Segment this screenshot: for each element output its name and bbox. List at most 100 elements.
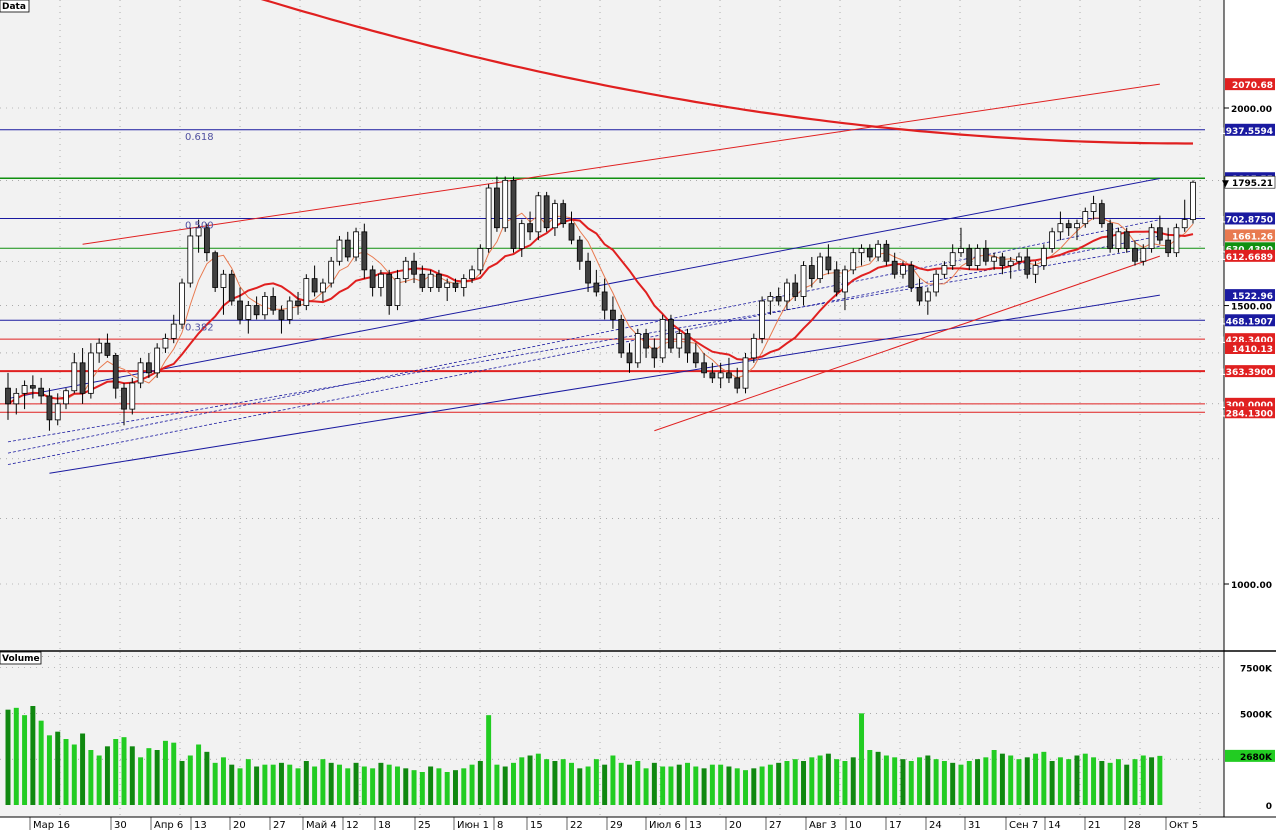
candle-body [1173, 227, 1180, 254]
time-tick-label: 13 [689, 820, 702, 830]
volume-bar [187, 755, 193, 805]
volume-bar [461, 768, 467, 805]
candle-body [419, 273, 426, 288]
volume-tick-label: 0 [1266, 802, 1272, 812]
volume-bar [883, 755, 889, 805]
candle-body [1115, 231, 1122, 249]
time-tick-label: 18 [378, 820, 391, 830]
candle-body [328, 260, 335, 284]
time-tick-label: 24 [929, 820, 942, 830]
volume-bar [552, 761, 558, 805]
volume-bar [1099, 761, 1105, 805]
volume-bar [527, 755, 533, 805]
candle-body [1065, 223, 1072, 229]
candle-body [1090, 203, 1097, 212]
volume-bar [544, 759, 550, 805]
volume-bar [303, 761, 309, 805]
volume-bar [1016, 759, 1022, 805]
ma-mid-line [7, 218, 1194, 405]
volume-bar [428, 766, 434, 805]
time-tick-label: 17 [889, 820, 902, 830]
candle-body [634, 333, 641, 364]
time-tick-label: Июн 1 [457, 820, 489, 830]
price-tick-label: 1000.00 [1231, 581, 1272, 591]
price-tag-box [1225, 249, 1275, 262]
price-tick-label: 2000.00 [1231, 105, 1272, 115]
volume-tick-label: 5000K [1240, 710, 1273, 720]
candle-body [750, 337, 757, 359]
candle-body [295, 300, 301, 306]
volume-bar [1041, 751, 1047, 805]
volume-bar [345, 768, 351, 805]
volume-bar [718, 764, 724, 805]
volume-bar [1115, 759, 1121, 805]
candle-body [924, 291, 931, 302]
horizontal-levels [0, 129, 1205, 413]
volume-bar [792, 759, 798, 805]
candle-body [734, 377, 741, 389]
candle-body [460, 278, 467, 288]
candle-body [1032, 265, 1039, 275]
candle-body [676, 333, 683, 349]
candle-body [402, 260, 409, 280]
candle-body [908, 265, 915, 288]
candle-body [369, 269, 376, 288]
volume-bar [734, 768, 740, 805]
volume-bar [618, 762, 624, 805]
time-tick-label: 25 [418, 820, 431, 830]
candle-body [1016, 256, 1022, 262]
volume-bar [1091, 757, 1097, 805]
time-tick-label: 13 [194, 820, 207, 830]
candle-body [800, 265, 807, 297]
volume-bar [452, 770, 458, 805]
volume-bar [627, 764, 632, 805]
volume-bar [220, 757, 226, 805]
candle-body [203, 227, 210, 254]
candle-body [1132, 248, 1138, 262]
candle-body [112, 354, 119, 389]
candle-body [187, 235, 194, 284]
candle-body [303, 278, 310, 306]
candle-body [137, 362, 144, 384]
volume-bar [560, 759, 566, 805]
time-tick-label: 29 [610, 820, 623, 830]
volume-bar [1008, 755, 1014, 805]
fib-label: 0.618 [185, 132, 214, 143]
time-tick-label: 20 [233, 820, 246, 830]
candle-body [792, 282, 799, 297]
volume-bar [146, 748, 152, 805]
volume-bar [13, 707, 19, 805]
candle-body [1057, 223, 1064, 233]
volume-bar [121, 737, 127, 805]
time-tick-label: Сен 7 [1009, 820, 1038, 830]
candle-body [1123, 231, 1130, 249]
time-tick-label: Апр 6 [154, 820, 183, 830]
candle-body [29, 385, 36, 389]
candle-body [104, 342, 111, 356]
price-tag-box [1225, 406, 1275, 419]
candle-body [262, 296, 268, 316]
candle-body [1049, 231, 1056, 249]
candle-body [576, 239, 583, 262]
fib-label: 0.382 [185, 322, 214, 333]
price-panel-title: Data [2, 2, 26, 12]
volume-bar [46, 735, 52, 805]
volume-bar [411, 770, 417, 805]
candle-body [742, 357, 749, 389]
candle-body [1082, 211, 1089, 225]
time-tick-label: Окт 5 [1169, 820, 1198, 830]
volume-axis-labels: 7500K 5000K 2680K 0 [1225, 665, 1275, 812]
time-tick-label: 15 [530, 820, 543, 830]
candle-body [336, 239, 343, 262]
volume-tick-label: 7500K [1240, 665, 1273, 675]
candle-body [311, 278, 318, 293]
candle-body [701, 362, 707, 374]
candle-body [1040, 248, 1047, 266]
volume-bar [925, 755, 931, 805]
candle-body [38, 387, 45, 397]
volume-bar [933, 759, 939, 805]
price-panel-bg [0, 0, 1224, 650]
candle-body [1156, 227, 1163, 241]
